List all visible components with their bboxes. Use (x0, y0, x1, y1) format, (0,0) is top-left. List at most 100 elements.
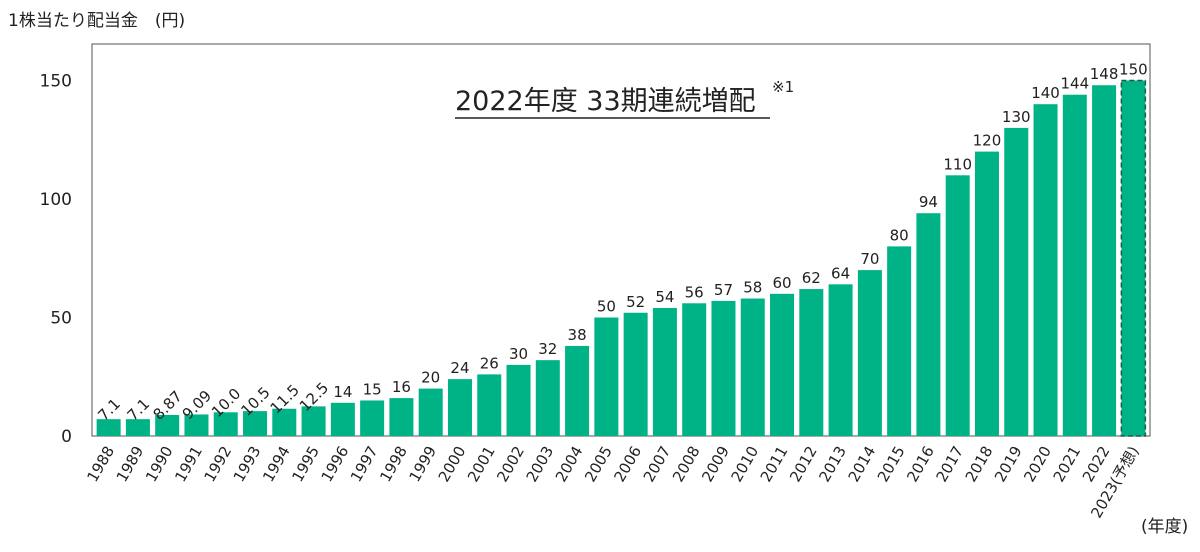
bar (477, 374, 502, 436)
x-axis-unit: (年度) (1141, 517, 1189, 537)
data-label: 24 (450, 359, 469, 377)
bar (535, 360, 560, 436)
data-label: 57 (714, 281, 733, 299)
x-tick-label: 1991 (171, 443, 206, 485)
x-tick-label: 2001 (464, 443, 499, 485)
x-tick-label: 2014 (845, 443, 880, 485)
x-tick-label: 2013 (815, 443, 850, 485)
y-tick-label: 150 (40, 72, 72, 92)
bar (1033, 104, 1058, 436)
bar (155, 414, 180, 436)
bar (945, 175, 970, 437)
data-label: 20 (421, 369, 440, 387)
y-tick-label: 50 (50, 309, 72, 329)
y-tick-label: 100 (40, 190, 72, 210)
x-tick-label: 2016 (903, 443, 938, 485)
bar (974, 151, 999, 436)
bar (857, 270, 882, 436)
bar (887, 246, 912, 436)
data-label: 54 (655, 288, 674, 306)
bar (418, 388, 443, 436)
data-label: 148 (1090, 65, 1119, 83)
x-tick-label: 1993 (230, 443, 265, 485)
data-label: 60 (772, 274, 791, 292)
y-tick-label: 0 (61, 427, 72, 447)
data-label: 16 (392, 378, 411, 396)
bar (1062, 94, 1087, 436)
x-tick-label: 2018 (962, 443, 997, 485)
bar (623, 312, 648, 436)
x-tick-label: 1997 (347, 443, 382, 485)
data-label: 14 (333, 383, 352, 401)
x-tick-label: 2012 (786, 443, 821, 485)
bar (652, 308, 677, 436)
bar (740, 298, 765, 436)
bar (184, 414, 209, 436)
bar (682, 303, 707, 436)
data-label: 56 (685, 283, 704, 301)
data-label: 130 (1002, 108, 1031, 126)
x-tick-label: 1994 (259, 443, 294, 485)
x-tick-label: 1992 (201, 443, 236, 485)
x-tick-label: 1989 (113, 443, 148, 485)
data-label: 70 (860, 250, 879, 268)
data-label: 15 (363, 380, 382, 398)
x-tick-label: 2020 (1020, 443, 1055, 485)
data-label: 30 (509, 345, 528, 363)
data-label: 26 (480, 354, 499, 372)
data-label: 120 (973, 132, 1002, 150)
data-label: 150 (1119, 61, 1148, 79)
x-tick-label: 2017 (932, 443, 967, 485)
x-tick-label: 2002 (493, 443, 528, 485)
x-tick-label: 2019 (991, 443, 1026, 485)
data-label: 9.09 (179, 387, 215, 423)
bar (125, 419, 150, 436)
bar (330, 402, 355, 436)
x-tick-label: 2015 (874, 443, 909, 485)
data-label: 64 (831, 264, 850, 282)
x-tick-label: 2010 (728, 443, 763, 485)
bar (389, 398, 414, 436)
data-label: 144 (1060, 75, 1089, 93)
data-label: 10.0 (208, 385, 244, 421)
data-label: 80 (890, 226, 909, 244)
data-label: 12.5 (296, 379, 332, 415)
x-tick-label: 2008 (669, 443, 704, 485)
data-label: 11.5 (267, 381, 303, 417)
bar (213, 412, 238, 436)
bar (916, 213, 941, 436)
x-tick-label: 2011 (757, 443, 792, 485)
bar (770, 293, 795, 436)
bar (506, 364, 531, 436)
x-tick-label: 1995 (288, 443, 323, 485)
bar (565, 345, 590, 436)
x-tick-label: 2004 (552, 443, 587, 485)
data-label: 8.87 (149, 387, 185, 423)
bar (272, 408, 297, 436)
data-label: 58 (743, 279, 762, 297)
data-label: 140 (1031, 84, 1060, 102)
headline-footnote: ※1 (772, 78, 794, 96)
bar (1092, 85, 1117, 437)
bar (594, 317, 619, 436)
x-tick-label: 2021 (1050, 443, 1085, 485)
bar (711, 300, 736, 436)
forecast-bar (1120, 79, 1147, 437)
data-label: 110 (943, 155, 972, 173)
bar (301, 406, 326, 436)
x-tick-label: 1998 (376, 443, 411, 485)
bar (447, 379, 472, 436)
x-tick-label: 2003 (523, 443, 558, 485)
x-tick-label: 1988 (83, 443, 118, 485)
x-tick-label: 1996 (318, 443, 353, 485)
data-label: 62 (802, 269, 821, 287)
data-label: 32 (538, 340, 557, 358)
data-label: 38 (568, 326, 587, 344)
x-tick-label: 1999 (405, 443, 440, 485)
plot-frame (91, 43, 1151, 437)
bar (1004, 127, 1029, 437)
bar (799, 289, 824, 436)
x-tick-label: 1990 (142, 443, 177, 485)
x-tick-label: 2009 (698, 443, 733, 485)
